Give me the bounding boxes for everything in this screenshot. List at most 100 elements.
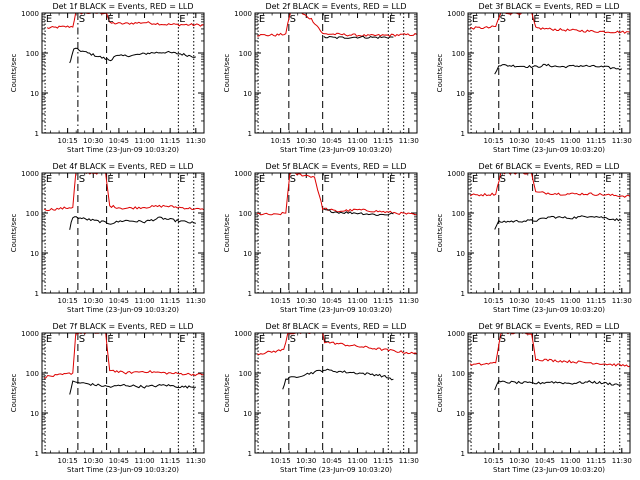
y-tick-label: 100: [452, 210, 465, 218]
events-series-line: [69, 380, 197, 395]
x-tick-label: 10:30: [509, 297, 529, 305]
time-marker-label: S: [79, 174, 85, 185]
x-axis-label: Start Time (23-Jun-09 10:03:20): [280, 146, 392, 154]
x-tick-label: 10:15: [484, 457, 504, 465]
y-tick-label: 10: [456, 250, 465, 258]
y-tick-label: 1: [461, 130, 465, 138]
time-marker-label: E: [46, 14, 52, 25]
y-tick-label: 100: [26, 50, 39, 58]
x-axis-label: Start Time (23-Jun-09 10:03:20): [280, 466, 392, 474]
y-tick-label: 1: [461, 450, 465, 458]
x-tick-label: 10:45: [535, 457, 555, 465]
y-tick-label: 10: [30, 410, 39, 418]
plot-frame: [467, 12, 631, 134]
chart-title: Det 8f BLACK = Events, RED = LLD: [265, 322, 406, 331]
y-axis-label: Counts/sec: [10, 54, 18, 93]
time-marker-label: S: [500, 334, 506, 345]
chart-panel-8: Det 8f BLACK = Events, RED = LLD 1 10 100 10…: [223, 322, 419, 474]
y-tick-label: 1: [248, 130, 252, 138]
x-axis-label: Start Time (23-Jun-09 10:03:20): [493, 306, 605, 314]
x-tick-label: 11:15: [160, 457, 180, 465]
x-tick-label: 10:30: [509, 457, 529, 465]
events-series-line: [323, 208, 394, 216]
x-tick-label: 10:45: [322, 137, 342, 145]
x-tick-label: 10:30: [296, 137, 316, 145]
chart-data-area: [257, 13, 417, 133]
lld-series-line: [43, 173, 204, 212]
x-tick-label: 11:15: [586, 137, 606, 145]
x-tick-label: 11:15: [160, 297, 180, 305]
x-tick-label: 11:15: [373, 297, 393, 305]
plot-frame: [41, 172, 205, 294]
plot-frame: [467, 172, 631, 294]
plot-frame: [467, 332, 631, 454]
chart-panel-9: Det 9f BLACK = Events, RED = LLD 1 10 100 10…: [436, 322, 632, 474]
x-tick-label: 11:15: [373, 457, 393, 465]
time-marker-label: S: [290, 174, 296, 185]
x-tick-label: 11:00: [134, 137, 154, 145]
time-marker-label: E: [46, 174, 52, 185]
time-marker-label: E: [259, 174, 265, 185]
time-marker-label: E: [472, 14, 478, 25]
chart-data-area: [469, 333, 630, 453]
y-axis-label: Counts/sec: [223, 54, 231, 93]
time-marker-label: E: [389, 334, 395, 345]
time-marker-label: S: [500, 174, 506, 185]
chart-data-area: [469, 173, 630, 293]
x-tick-label: 11:15: [373, 137, 393, 145]
time-marker-label: E: [533, 14, 539, 25]
time-marker-label: E: [179, 174, 185, 185]
lld-series-line: [256, 333, 417, 356]
x-tick-label: 11:30: [399, 137, 419, 145]
y-tick-label: 10: [456, 90, 465, 98]
y-tick-label: 100: [26, 210, 39, 218]
x-tick-label: 10:45: [535, 297, 555, 305]
y-tick-label: 100: [239, 370, 252, 378]
plot-frame: [41, 332, 205, 454]
x-axis-label: Start Time (23-Jun-09 10:03:20): [493, 466, 605, 474]
lld-series-line: [44, 333, 204, 379]
x-tick-label: 10:15: [58, 457, 78, 465]
x-tick-label: 11:15: [160, 137, 180, 145]
x-tick-label: 11:00: [347, 137, 367, 145]
chart-title: Det 4f BLACK = Events, RED = LLD: [52, 162, 193, 171]
y-tick-label: 1000: [234, 330, 252, 338]
y-axis-label: Counts/sec: [436, 214, 444, 253]
chart-panel-5: Det 5f BLACK = Events, RED = LLD 1 10 100 10…: [223, 162, 419, 314]
chart-panel-3: Det 3f BLACK = Events, RED = LLD 1 10 100 10…: [436, 2, 632, 154]
x-tick-label: 10:45: [109, 297, 129, 305]
x-tick-label: 10:30: [296, 297, 316, 305]
x-tick-label: 11:00: [560, 297, 580, 305]
x-tick-label: 11:00: [134, 457, 154, 465]
plot-frame: [254, 12, 418, 134]
y-tick-label: 10: [30, 90, 39, 98]
x-tick-label: 10:45: [535, 137, 555, 145]
x-tick-label: 11:30: [399, 457, 419, 465]
y-tick-label: 100: [239, 210, 252, 218]
x-tick-label: 11:00: [134, 297, 154, 305]
x-tick-label: 10:15: [58, 137, 78, 145]
x-tick-label: 10:30: [296, 457, 316, 465]
y-tick-label: 10: [243, 90, 252, 98]
x-tick-label: 10:30: [83, 457, 103, 465]
x-tick-label: 10:45: [322, 457, 342, 465]
x-tick-label: 10:15: [271, 297, 291, 305]
x-tick-label: 10:30: [83, 297, 103, 305]
time-marker-label: E: [472, 334, 478, 345]
time-marker-label: E: [389, 14, 395, 25]
x-tick-label: 10:15: [271, 137, 291, 145]
x-tick-label: 11:30: [186, 297, 206, 305]
y-tick-label: 10: [243, 250, 252, 258]
x-tick-label: 10:15: [271, 457, 291, 465]
time-marker-label: E: [324, 334, 330, 345]
time-marker-label: S: [500, 14, 506, 25]
time-marker-label: E: [179, 14, 185, 25]
x-tick-label: 10:15: [484, 137, 504, 145]
y-tick-label: 1: [248, 450, 252, 458]
time-marker-label: E: [605, 334, 611, 345]
x-tick-label: 11:00: [560, 137, 580, 145]
time-marker-label: S: [290, 14, 296, 25]
x-tick-label: 11:30: [186, 137, 206, 145]
x-axis-label: Start Time (23-Jun-09 10:03:20): [67, 146, 179, 154]
events-series-line: [69, 216, 196, 230]
